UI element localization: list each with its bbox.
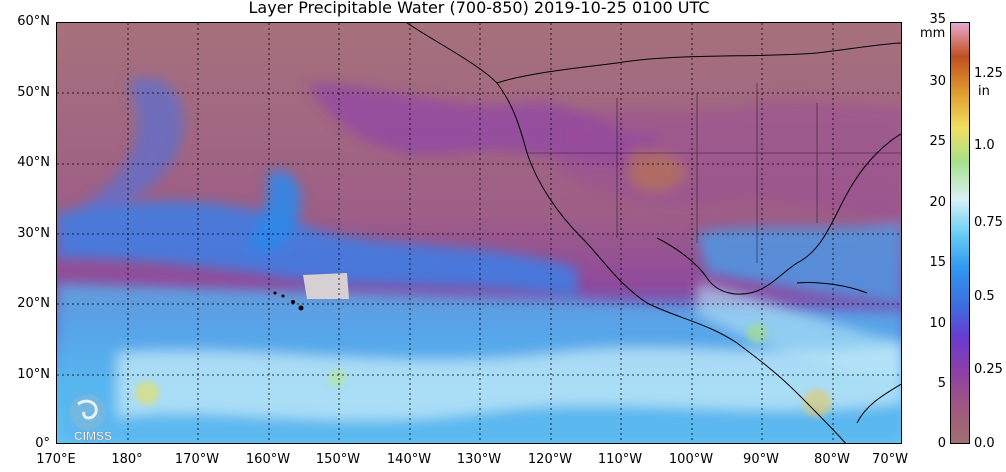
colorbar-in-unit: in <box>978 84 990 99</box>
in-tick-0.0: 0.0 <box>974 436 995 451</box>
lon-label-150w: 150°W <box>315 452 361 467</box>
lat-label-0: 0° <box>35 436 50 451</box>
map-canvas <box>57 23 901 443</box>
lon-label-110w: 110°W <box>597 452 643 467</box>
lat-label-60n: 60°N <box>17 14 50 29</box>
colorbar <box>950 22 970 444</box>
mm-tick-15: 15 <box>929 255 946 270</box>
precipitable-water-map <box>56 22 902 444</box>
mm-tick-35: 35 <box>929 12 946 27</box>
mm-tick-10: 10 <box>929 316 946 331</box>
lon-label-80w: 80°W <box>814 452 850 467</box>
map-title: Layer Precipitable Water (700-850) 2019-… <box>248 0 710 17</box>
mm-tick-30: 30 <box>929 74 946 89</box>
lon-label-70w: 70°W <box>872 452 908 467</box>
in-tick-0.75: 0.75 <box>974 215 1003 230</box>
lat-label-20n: 20°N <box>17 296 50 311</box>
lon-label-170e: 170°E <box>36 452 76 467</box>
hawaii-islands <box>273 291 304 311</box>
lat-label-50n: 50°N <box>17 85 50 100</box>
in-tick-1.25: 1.25 <box>974 66 1003 81</box>
lon-label-140w: 140°W <box>386 452 432 467</box>
in-tick-0.5: 0.5 <box>974 289 995 304</box>
graticule <box>57 23 901 443</box>
lon-label-180: 180° <box>111 452 143 467</box>
lon-label-90w: 90°W <box>743 452 779 467</box>
lat-label-30n: 30°N <box>17 226 50 241</box>
lon-label-130w: 130°W <box>456 452 502 467</box>
lon-label-170w: 170°W <box>174 452 220 467</box>
mm-tick-5: 5 <box>937 376 946 391</box>
lon-label-120w: 120°W <box>527 452 573 467</box>
cimss-logo-graphic: CIMSS <box>70 394 112 443</box>
coastlines <box>406 23 901 443</box>
moisture-features <box>57 77 901 443</box>
lat-label-10n: 10°N <box>17 367 50 382</box>
missing-data-patch <box>303 273 349 299</box>
mm-tick-25: 25 <box>929 134 946 149</box>
in-tick-1.0: 1.0 <box>974 138 995 153</box>
mm-tick-0: 0 <box>937 436 946 451</box>
lat-label-40n: 40°N <box>17 155 50 170</box>
mm-tick-20: 20 <box>929 195 946 210</box>
cimss-logo-text: CIMSS <box>74 429 112 443</box>
colorbar-mm-unit: mm <box>920 26 946 41</box>
lon-label-100w: 100°W <box>668 452 714 467</box>
lon-label-160w: 160°W <box>245 452 291 467</box>
in-tick-0.25: 0.25 <box>974 362 1003 377</box>
cimss-logo: CIMSS <box>58 390 128 444</box>
